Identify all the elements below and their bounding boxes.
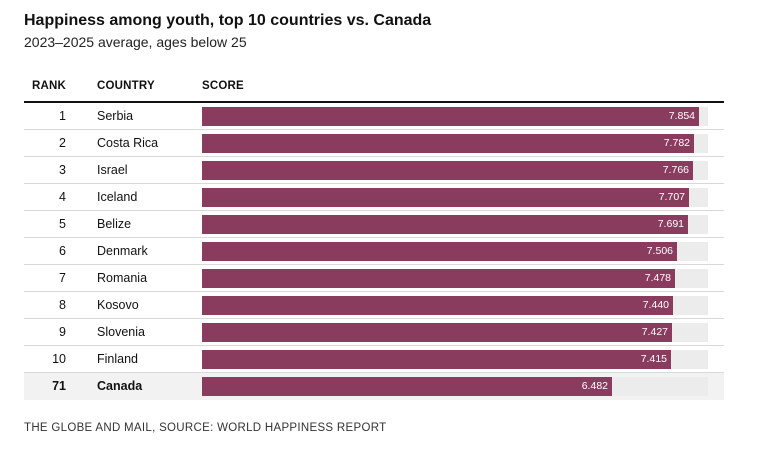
bar-track: 7.415 (202, 350, 708, 369)
table-row: 6 Denmark 7.506 (24, 238, 724, 265)
bar-track: 7.506 (202, 242, 708, 261)
bar-track: 7.691 (202, 215, 708, 234)
source-credit: THE GLOBE AND MAIL, SOURCE: WORLD HAPPIN… (24, 422, 387, 434)
rank-label: 4 (59, 190, 66, 204)
country-label: Kosovo (97, 298, 139, 312)
score-column-header: SCORE (202, 80, 244, 92)
table-row: 10 Finland 7.415 (24, 346, 724, 373)
bar-track: 7.707 (202, 188, 708, 207)
score-bar: 6.482 (202, 377, 612, 396)
score-value-label: 7.854 (668, 110, 695, 122)
country-column-header: COUNTRY (97, 80, 155, 92)
table-row: 3 Israel 7.766 (24, 157, 724, 184)
table-row: 1 Serbia 7.854 (24, 103, 724, 130)
bar-table: 1 Serbia 7.854 2 Costa Rica 7.782 3 Israel 7.766… (24, 103, 724, 400)
country-label: Serbia (97, 109, 134, 123)
rank-label: 5 (59, 217, 66, 231)
table-row-highlight: 71 Canada 6.482 (24, 373, 724, 400)
chart-subtitle: 2023–2025 average, ages below 25 (24, 34, 247, 50)
bar-track: 7.427 (202, 323, 708, 342)
table-row: 4 Iceland 7.707 (24, 184, 724, 211)
rank-label: 9 (59, 325, 66, 339)
table-row: 2 Costa Rica 7.782 (24, 130, 724, 157)
table-row: 8 Kosovo 7.440 (24, 292, 724, 319)
score-bar: 7.707 (202, 188, 689, 207)
score-value-label: 7.766 (662, 164, 689, 176)
score-bar: 7.854 (202, 107, 699, 126)
score-bar: 7.427 (202, 323, 672, 342)
score-value-label: 7.415 (640, 353, 667, 365)
bar-track: 7.478 (202, 269, 708, 288)
score-bar: 7.478 (202, 269, 675, 288)
country-label: Finland (97, 352, 138, 366)
rank-label: 10 (52, 352, 66, 366)
score-value-label: 7.427 (641, 326, 668, 338)
country-label: Belize (97, 217, 132, 231)
score-value-label: 6.482 (581, 380, 608, 392)
bar-track: 7.782 (202, 134, 708, 153)
bar-track: 6.482 (202, 377, 708, 396)
table-row: 5 Belize 7.691 (24, 211, 724, 238)
bar-track: 7.440 (202, 296, 708, 315)
score-bar: 7.782 (202, 134, 694, 153)
bar-track: 7.766 (202, 161, 708, 180)
country-label: Romania (97, 271, 148, 285)
score-value-label: 7.782 (663, 137, 690, 149)
table-row: 9 Slovenia 7.427 (24, 319, 724, 346)
score-bar: 7.440 (202, 296, 673, 315)
score-value-label: 7.506 (646, 245, 673, 257)
rank-label: 3 (59, 163, 66, 177)
score-value-label: 7.707 (658, 191, 685, 203)
score-bar: 7.691 (202, 215, 688, 234)
score-value-label: 7.478 (644, 272, 671, 284)
rank-label: 6 (59, 244, 66, 258)
country-label: Slovenia (97, 325, 145, 339)
rank-label: 8 (59, 298, 66, 312)
score-bar: 7.506 (202, 242, 677, 261)
score-bar: 7.415 (202, 350, 671, 369)
rank-label: 1 (59, 109, 66, 123)
table-row: 7 Romania 7.478 (24, 265, 724, 292)
country-label: Canada (97, 379, 143, 393)
score-bar: 7.766 (202, 161, 693, 180)
country-label: Israel (97, 163, 128, 177)
country-label: Iceland (97, 190, 138, 204)
rank-label: 2 (59, 136, 66, 150)
country-label: Denmark (97, 244, 148, 258)
score-value-label: 7.440 (642, 299, 669, 311)
country-label: Costa Rica (97, 136, 159, 150)
rank-label: 7 (59, 271, 66, 285)
rank-column-header: RANK (32, 80, 67, 92)
chart-title: Happiness among youth, top 10 countries … (24, 12, 432, 29)
score-value-label: 7.691 (657, 218, 684, 230)
header-divider (24, 101, 724, 103)
rank-label: 71 (52, 379, 66, 393)
bar-track: 7.854 (202, 107, 708, 126)
